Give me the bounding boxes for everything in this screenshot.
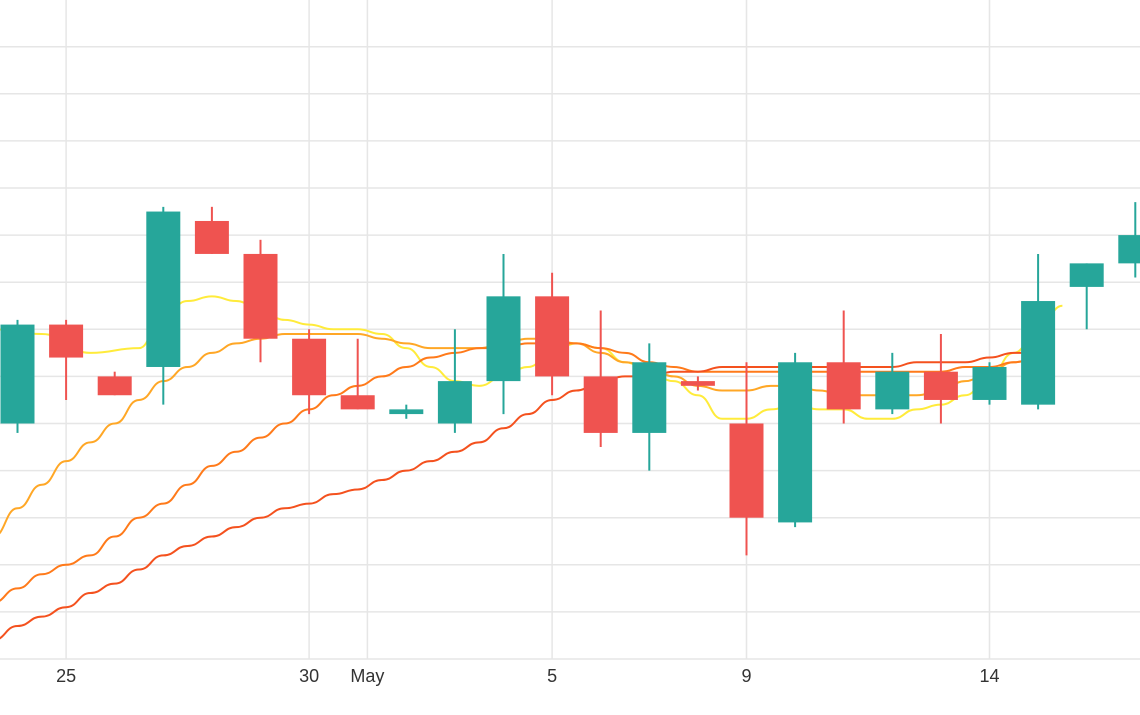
candle[interactable] (632, 343, 666, 470)
candle-body (1, 325, 35, 424)
candle-body (389, 409, 423, 414)
candle[interactable] (341, 339, 375, 410)
candle[interactable] (1118, 202, 1140, 277)
candle[interactable] (1, 320, 35, 433)
candle-body (49, 325, 83, 358)
candle[interactable] (487, 254, 521, 414)
candle-body (632, 362, 666, 433)
candle[interactable] (584, 310, 618, 447)
x-axis: 2530May591419 (56, 666, 1140, 686)
candle-body (1070, 263, 1104, 287)
candle-body (195, 221, 229, 254)
candle[interactable] (973, 362, 1007, 404)
candle-body (146, 212, 180, 367)
candle[interactable] (875, 353, 909, 414)
candle-body (730, 424, 764, 518)
candle-body (875, 372, 909, 410)
candle[interactable] (1021, 254, 1055, 409)
candle-body (827, 362, 861, 409)
candle[interactable] (49, 320, 83, 400)
candle-body (438, 381, 472, 423)
x-tick-label: 5 (547, 666, 557, 686)
candle[interactable] (827, 310, 861, 423)
x-tick-label: 9 (741, 666, 751, 686)
x-tick-label: 25 (56, 666, 76, 686)
candle-body (924, 372, 958, 400)
candle[interactable] (244, 240, 278, 362)
x-tick-label: 30 (299, 666, 319, 686)
candle-body (973, 367, 1007, 400)
x-tick-label: 14 (979, 666, 999, 686)
candle-body (244, 254, 278, 339)
candle-body (1118, 235, 1140, 263)
candle-body (1021, 301, 1055, 405)
candle-body (681, 381, 715, 386)
candle[interactable] (924, 334, 958, 423)
candle[interactable] (195, 207, 229, 254)
candle-body (292, 339, 326, 396)
candle-body (487, 296, 521, 381)
candle-body (535, 296, 569, 376)
x-tick-label: May (350, 666, 384, 686)
candle-body (341, 395, 375, 409)
candle[interactable] (438, 329, 472, 433)
candle-body (584, 376, 618, 433)
candle[interactable] (98, 372, 132, 396)
candle-body (778, 362, 812, 522)
candle[interactable] (778, 353, 812, 527)
candle-body (98, 376, 132, 395)
candle[interactable] (389, 405, 423, 419)
candle[interactable] (1070, 263, 1104, 329)
